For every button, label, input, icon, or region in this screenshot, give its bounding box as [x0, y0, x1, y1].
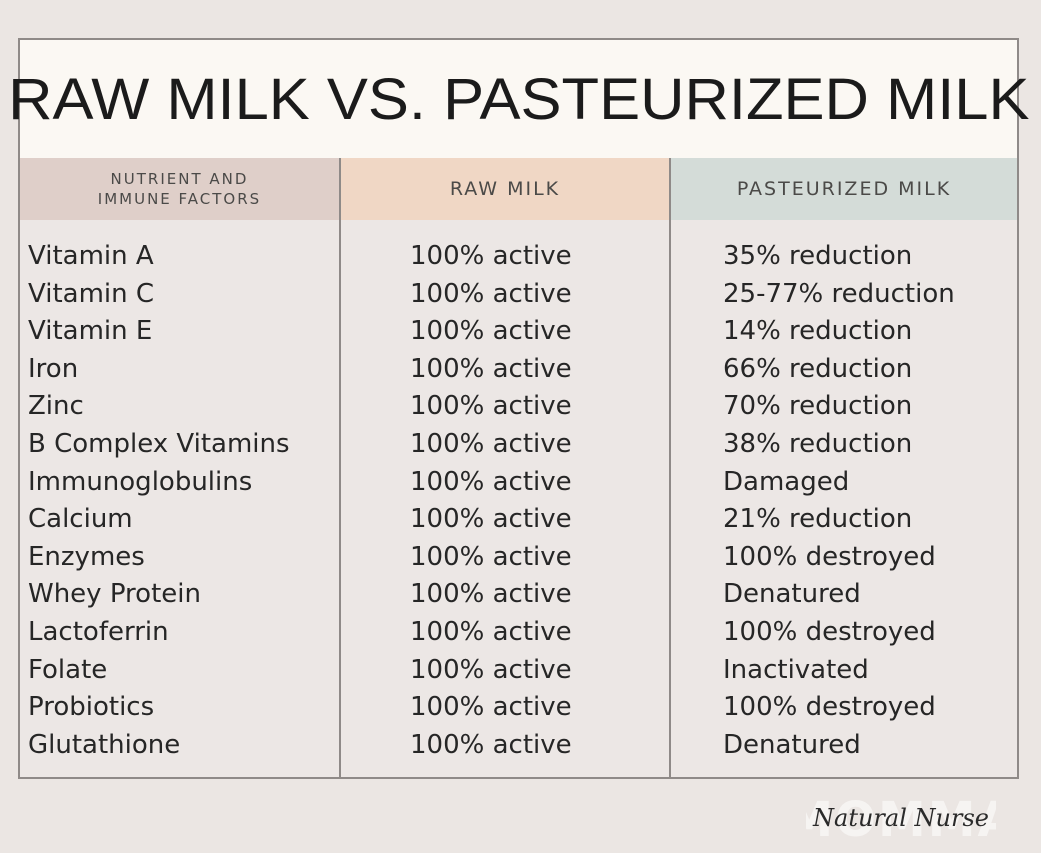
- nutrient-cell: Whey Protein: [28, 579, 201, 610]
- table-row: Calcium 100% active 21% reduction: [20, 501, 1017, 539]
- header-raw-milk-label: RAW MILK: [449, 178, 561, 200]
- table-row: Zinc 100% active 70% reduction: [20, 388, 1017, 426]
- header-nutrient-label: NUTRIENT AND IMMUNE FACTORS: [97, 170, 262, 208]
- nutrient-cell: Probiotics: [28, 692, 155, 723]
- raw-milk-cell: 100% active: [410, 316, 572, 347]
- raw-milk-cell: 100% active: [410, 579, 572, 610]
- natural-nurse-momma-watermark: MOMMA Natural Nurse: [806, 792, 996, 847]
- nutrient-cell: Vitamin E: [28, 316, 153, 347]
- header-pasteurized-milk-label: PASTEURIZED MILK: [736, 178, 952, 200]
- pasteurized-milk-cell: 66% reduction: [723, 353, 913, 384]
- comparison-card: RAW MILK VS. PASTEURIZED MILK NUTRIENT A…: [8, 38, 1029, 779]
- table-row: Iron 100% active 66% reduction: [20, 351, 1017, 389]
- table-row: Vitamin E 100% active 14% reduction: [20, 313, 1017, 351]
- nutrient-cell: Lactoferrin: [28, 617, 169, 647]
- raw-milk-cell: 100% active: [410, 466, 572, 497]
- nutrient-cell: Iron: [28, 353, 79, 384]
- nutrient-cell: Vitamin A: [28, 241, 154, 271]
- pasteurized-milk-cell: 35% reduction: [723, 241, 913, 271]
- nutrient-cell: Folate: [28, 654, 108, 685]
- pasteurized-milk-cell: 25-77% reduction: [723, 278, 955, 309]
- table-row: Folate 100% active Inactivated: [20, 652, 1017, 690]
- pasteurized-milk-cell: 21% reduction: [723, 504, 913, 535]
- table-header-row: NUTRIENT AND IMMUNE FACTORS RAW MILK PAS…: [20, 158, 1017, 220]
- raw-milk-cell: 100% active: [410, 541, 572, 572]
- watermark-script-text: Natural Nurse: [812, 804, 989, 832]
- raw-milk-cell: 100% active: [410, 391, 572, 422]
- title-band: RAW MILK VS. PASTEURIZED MILK: [8, 40, 1029, 158]
- raw-milk-cell: 100% active: [410, 241, 572, 271]
- raw-milk-cell: 100% active: [410, 278, 572, 309]
- raw-milk-cell: 100% active: [410, 504, 572, 535]
- table-row: Whey Protein 100% active Denatured: [20, 576, 1017, 614]
- pasteurized-milk-cell: Inactivated: [723, 654, 869, 685]
- page-title: RAW MILK VS. PASTEURIZED MILK: [7, 66, 1030, 132]
- table-body: Vitamin A 100% active 35% reduction Vitamin…: [20, 220, 1017, 777]
- nutrient-cell: Calcium: [28, 504, 133, 535]
- table-row: Vitamin C 100% active 25-77% reduction: [20, 276, 1017, 314]
- pasteurized-milk-cell: 70% reduction: [723, 391, 913, 422]
- raw-milk-cell: 100% active: [410, 429, 572, 459]
- nutrient-cell: Zinc: [28, 391, 84, 422]
- table-row: Lactoferrin 100% active 100% destroyed: [20, 614, 1017, 652]
- table-row: B Complex Vitamins 100% active 38% reducti…: [20, 426, 1017, 464]
- raw-milk-cell: 100% active: [410, 692, 572, 723]
- pasteurized-milk-cell: 100% destroyed: [723, 617, 936, 647]
- nutrient-cell: Glutathione: [28, 729, 181, 760]
- header-nutrient: NUTRIENT AND IMMUNE FACTORS: [20, 158, 341, 220]
- pasteurized-milk-cell: Denatured: [723, 729, 861, 760]
- watermark-block-text: MOMMA: [806, 792, 996, 847]
- table-row: Enzymes 100% active 100% destroyed: [20, 539, 1017, 577]
- raw-milk-cell: 100% active: [410, 654, 572, 685]
- raw-milk-cell: 100% active: [410, 617, 572, 647]
- pasteurized-milk-cell: 100% destroyed: [723, 541, 936, 572]
- raw-milk-cell: 100% active: [410, 729, 572, 760]
- pasteurized-milk-cell: 14% reduction: [723, 316, 913, 347]
- pasteurized-milk-cell: Damaged: [723, 466, 850, 497]
- pasteurized-milk-cell: 100% destroyed: [723, 692, 936, 723]
- table-row: Probiotics 100% active 100% destroyed: [20, 689, 1017, 727]
- pasteurized-milk-cell: Denatured: [723, 579, 861, 610]
- table-row: Vitamin A 100% active 35% reduction: [20, 238, 1017, 276]
- table-row: Glutathione 100% active Denatured: [20, 727, 1017, 765]
- column-divider: [669, 220, 671, 777]
- nutrient-cell: Immunoglobulins: [28, 466, 253, 497]
- table-row: Immunoglobulins 100% active Damaged: [20, 464, 1017, 502]
- nutrient-cell: Enzymes: [28, 541, 145, 572]
- raw-milk-cell: 100% active: [410, 353, 572, 384]
- header-raw-milk: RAW MILK: [341, 158, 671, 220]
- nutrient-cell: B Complex Vitamins: [28, 429, 290, 459]
- pasteurized-milk-cell: 38% reduction: [723, 429, 913, 459]
- header-pasteurized-milk: PASTEURIZED MILK: [671, 158, 1017, 220]
- column-divider: [339, 220, 341, 777]
- nutrient-cell: Vitamin C: [28, 278, 155, 309]
